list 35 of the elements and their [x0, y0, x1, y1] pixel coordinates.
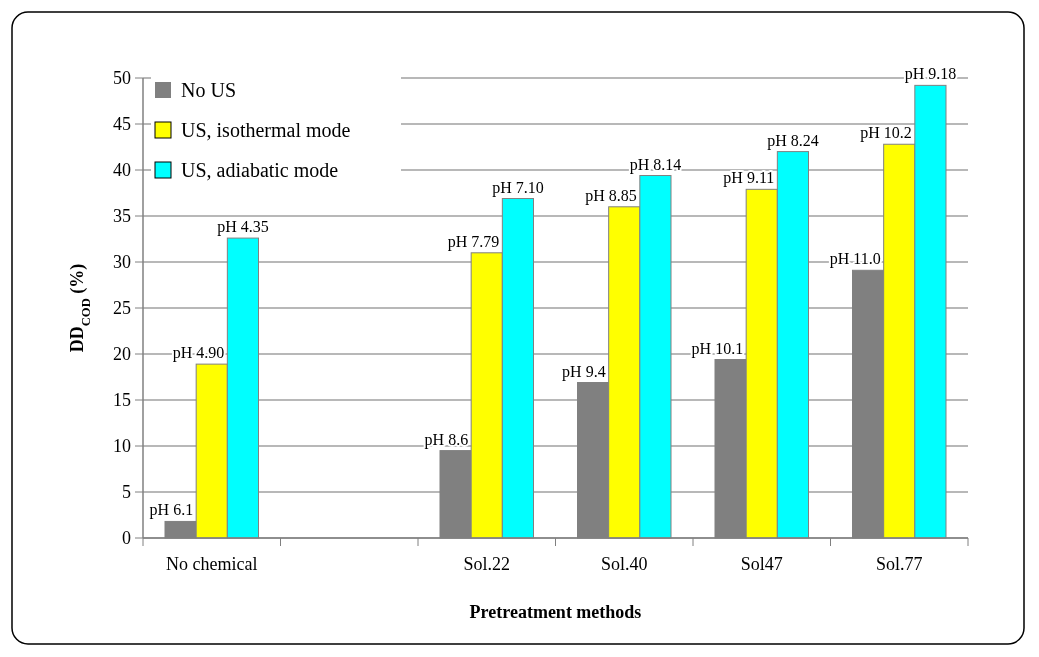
data-label: pH 9.11 [723, 169, 775, 188]
y-tick-label: 50 [113, 68, 131, 89]
x-tick-label: Sol47 [740, 554, 783, 574]
y-tick-label: 15 [113, 390, 131, 411]
y-tick-label: 5 [122, 482, 131, 503]
y-tick-label: 30 [113, 252, 131, 273]
x-axis-title: Pretreatment methods [469, 602, 642, 622]
legend-label: No US [181, 79, 237, 101]
data-label: pH 10.1 [691, 339, 744, 358]
x-tick-label: Sol.40 [600, 554, 648, 574]
x-tick-label: No chemical [166, 554, 258, 574]
legend-label: US, adiabatic mode [181, 159, 339, 181]
data-label: pH 8.85 [585, 186, 637, 205]
data-label: pH 9.18 [904, 65, 957, 84]
data-label: pH 8.24 [767, 131, 819, 150]
data-label: pH 4.90 [172, 344, 225, 363]
y-tick-label: 40 [113, 160, 131, 181]
data-label: pH 6.1 [149, 501, 194, 520]
y-tick-label: 35 [113, 206, 131, 227]
data-label: pH 9.4 [562, 362, 606, 381]
data-label: pH 7.10 [492, 178, 544, 197]
y-tick-label: 25 [113, 298, 131, 319]
data-label: pH 8.14 [629, 155, 682, 174]
data-label: pH 8.6 [424, 430, 469, 449]
data-label: pH 10.2 [860, 124, 912, 143]
x-tick-label: Sol.22 [463, 554, 511, 574]
data-label: pH 4.35 [217, 218, 269, 237]
y-tick-label: 0 [122, 528, 131, 549]
legend-label: US, isothermal mode [181, 119, 351, 141]
x-tick-label: Sol.77 [875, 554, 923, 574]
data-label: pH 7.79 [447, 232, 500, 251]
data-label: pH 11.0 [829, 250, 881, 269]
y-tick-label: 45 [113, 114, 131, 135]
y-tick-label: 20 [113, 344, 131, 365]
y-tick-label: 10 [113, 436, 131, 457]
